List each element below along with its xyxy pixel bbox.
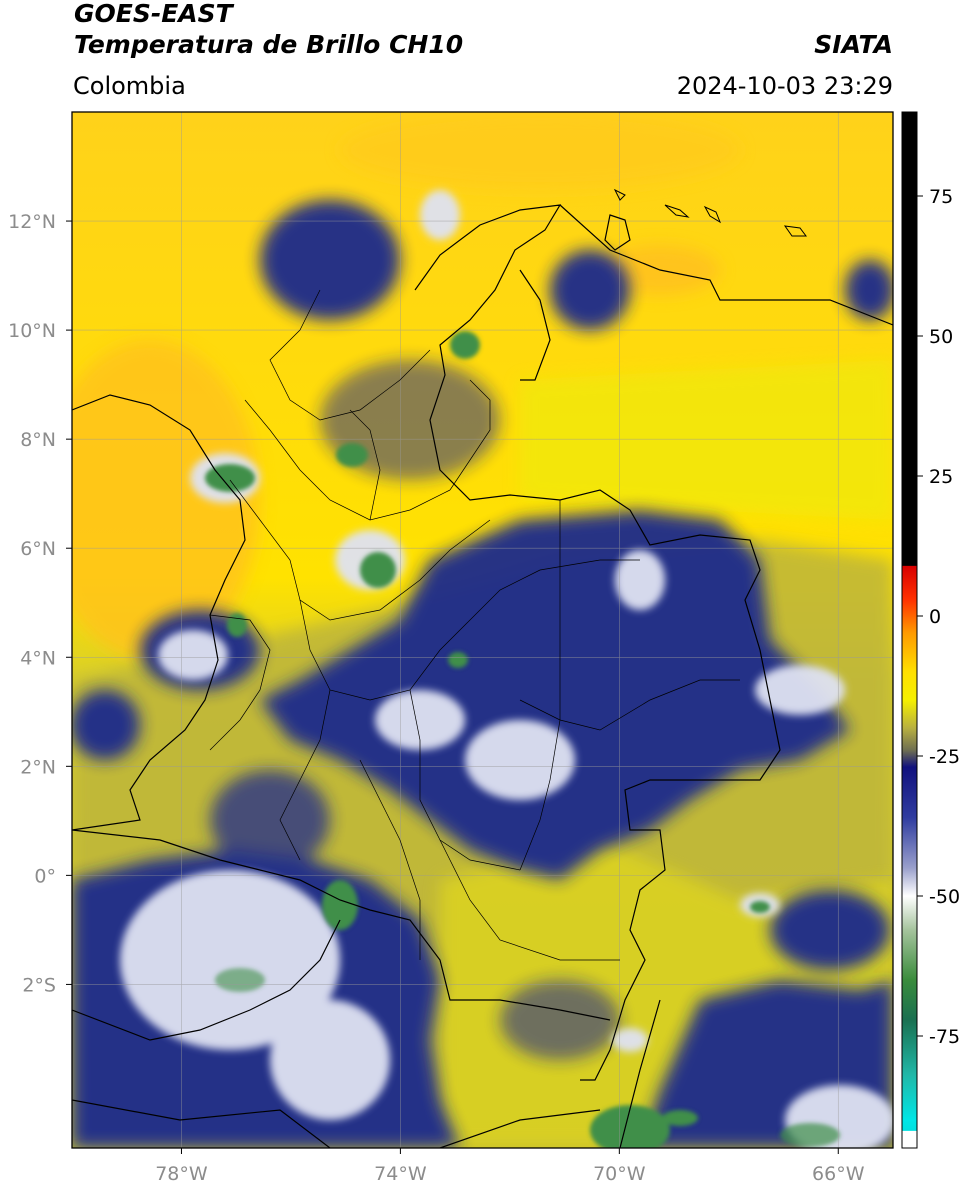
title-satellite: GOES-EAST bbox=[74, 0, 233, 28]
title-product: Temperatura de Brillo CH10 bbox=[74, 30, 464, 59]
lat-tick-label: 12°N bbox=[8, 211, 56, 233]
lon-tick-label: 74°W bbox=[374, 1163, 427, 1185]
lat-tick-label: 10°N bbox=[8, 320, 56, 342]
lat-tick-label: 2°N bbox=[20, 756, 56, 778]
longitude-axis: 78°W 74°W 70°W 66°W bbox=[155, 1148, 865, 1185]
islands bbox=[613, 188, 807, 237]
department-borders bbox=[209, 289, 740, 961]
colorbar-tick-label: 50 bbox=[929, 326, 953, 348]
lat-tick-label: 2°S bbox=[22, 974, 56, 996]
lat-tick-label: 8°N bbox=[20, 429, 56, 451]
graticule bbox=[72, 112, 893, 1148]
colorbar-ticks: 75 50 25 0 -25 -50 -75 bbox=[917, 186, 960, 1048]
brand-label: SIATA bbox=[814, 30, 893, 59]
lat-tick-label: 6°N bbox=[20, 538, 56, 560]
lat-tick-label: 0° bbox=[34, 865, 56, 887]
lat-tick-label: 4°N bbox=[20, 647, 56, 669]
map-frame bbox=[71, 111, 894, 1149]
timestamp-label: 2024-10-03 23:29 bbox=[676, 72, 893, 100]
colorbar-tick-label: -75 bbox=[929, 1026, 960, 1048]
lon-tick-label: 70°W bbox=[593, 1163, 646, 1185]
lon-tick-label: 66°W bbox=[812, 1163, 865, 1185]
latitude-axis: 12°N 10°N 8°N 6°N 4°N 2°N 0° 2°S bbox=[8, 211, 72, 996]
lon-tick-label: 78°W bbox=[155, 1163, 208, 1185]
colorbar-tick-label: 25 bbox=[929, 466, 953, 488]
colorbar-tick-label: -50 bbox=[929, 886, 960, 908]
colorbar-tick-label: 0 bbox=[929, 606, 941, 628]
satellite-imagery bbox=[72, 112, 893, 1148]
colorbar-tick-label: 75 bbox=[929, 186, 953, 208]
country-borders bbox=[72, 204, 893, 1148]
region-label: Colombia bbox=[73, 72, 186, 100]
colorbar-tick-label: -25 bbox=[929, 746, 960, 768]
colorbar[interactable]: 75 50 25 0 -25 -50 -75 bbox=[901, 111, 960, 1149]
